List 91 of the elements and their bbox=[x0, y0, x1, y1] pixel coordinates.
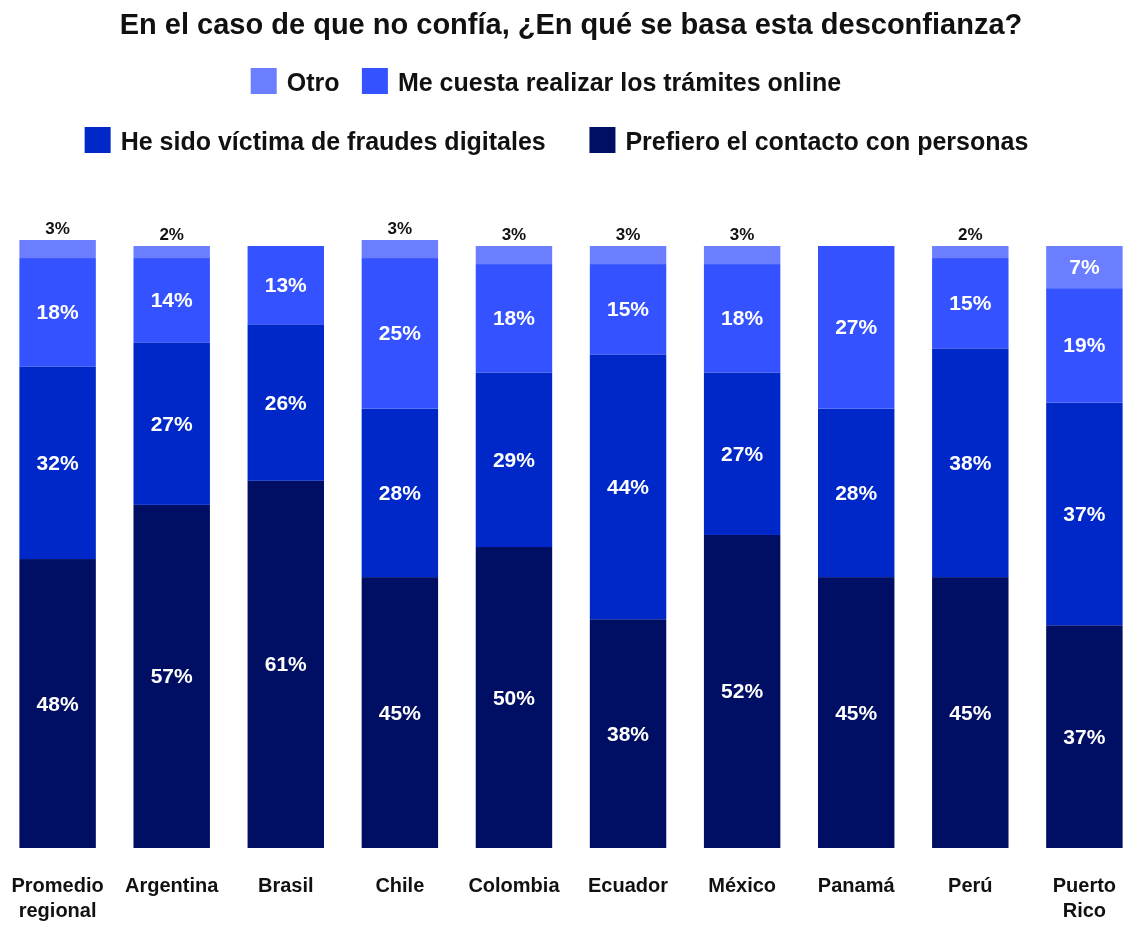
data-label: 18% bbox=[36, 300, 79, 324]
bar bbox=[1046, 402, 1123, 626]
bar bbox=[932, 246, 1009, 259]
x-tick-label: Puerto Rico bbox=[1052, 874, 1117, 921]
bar bbox=[361, 577, 439, 848]
bar bbox=[475, 372, 553, 548]
bar bbox=[247, 480, 324, 848]
bar bbox=[19, 258, 96, 367]
data-label: 13% bbox=[264, 273, 308, 297]
bar bbox=[818, 246, 895, 409]
data-label: 57% bbox=[150, 664, 194, 688]
bar bbox=[589, 246, 667, 265]
bar bbox=[589, 264, 667, 355]
data-label: 14% bbox=[150, 288, 194, 312]
x-tick-label: Panamá bbox=[817, 874, 896, 896]
data-label: 15% bbox=[607, 297, 650, 321]
x-tick-label: Promedio regional bbox=[11, 874, 104, 921]
x-tick-label: Perú bbox=[948, 874, 993, 896]
data-label: 3% bbox=[729, 225, 755, 245]
data-label: 19% bbox=[1063, 333, 1106, 357]
data-label: 38% bbox=[607, 721, 650, 745]
data-label: 45% bbox=[835, 700, 878, 724]
x-tick-label: México bbox=[708, 874, 777, 896]
data-label: 61% bbox=[264, 652, 308, 676]
data-label: 25% bbox=[378, 321, 422, 345]
data-label: 2% bbox=[159, 225, 184, 245]
bar bbox=[475, 264, 553, 373]
bar bbox=[133, 504, 210, 848]
data-label: 38% bbox=[949, 450, 992, 474]
bar bbox=[703, 372, 781, 535]
bar bbox=[1046, 625, 1123, 848]
bar bbox=[932, 577, 1009, 848]
bar bbox=[247, 324, 324, 481]
data-label: 28% bbox=[378, 480, 422, 504]
x-tick-label: Chile bbox=[375, 874, 425, 896]
bar bbox=[589, 354, 667, 620]
data-label: 7% bbox=[1069, 255, 1100, 279]
data-label: 26% bbox=[264, 390, 308, 414]
bar bbox=[361, 240, 439, 259]
data-label: 18% bbox=[721, 306, 764, 330]
bar bbox=[361, 258, 439, 409]
data-label: 15% bbox=[949, 291, 992, 315]
bar bbox=[19, 240, 96, 259]
data-label: 29% bbox=[492, 447, 536, 471]
bar bbox=[247, 246, 324, 325]
data-label: 3% bbox=[387, 219, 413, 238]
bar bbox=[475, 547, 553, 848]
data-label: 48% bbox=[36, 691, 79, 715]
bar bbox=[818, 577, 895, 848]
data-label: 32% bbox=[36, 450, 79, 474]
data-label: 44% bbox=[607, 474, 650, 498]
x-tick-label: Ecuador bbox=[588, 874, 669, 896]
bar bbox=[1046, 246, 1123, 289]
bar bbox=[932, 258, 1009, 349]
bar bbox=[818, 408, 895, 578]
x-tick-label: Colombia bbox=[468, 874, 561, 896]
legend-label: Prefiero el contacto con personas bbox=[625, 127, 1029, 155]
data-label: 37% bbox=[1063, 501, 1106, 525]
data-label: 28% bbox=[835, 480, 878, 504]
bar bbox=[475, 246, 553, 265]
bar bbox=[703, 246, 781, 265]
data-label: 18% bbox=[492, 306, 536, 330]
legend-label: Me cuesta realizar los trámites online bbox=[397, 68, 842, 96]
bar bbox=[361, 408, 439, 578]
data-label: 37% bbox=[1063, 724, 1106, 748]
bar bbox=[133, 246, 210, 259]
bar bbox=[19, 559, 96, 848]
bar bbox=[932, 348, 1009, 578]
chart-title: En el caso de que no confía, ¿En qué se basa esta desconfianza? bbox=[119, 8, 1023, 40]
bar bbox=[589, 619, 667, 848]
data-label: 3% bbox=[615, 225, 641, 245]
bar bbox=[133, 342, 210, 505]
data-label: 50% bbox=[492, 685, 536, 709]
legend-label: He sido víctima de fraudes digitales bbox=[120, 127, 546, 155]
bar bbox=[133, 258, 210, 343]
data-label: 3% bbox=[45, 219, 70, 238]
data-label: 52% bbox=[721, 679, 764, 703]
bar bbox=[1046, 288, 1123, 403]
data-label: 45% bbox=[949, 700, 992, 724]
bar bbox=[703, 264, 781, 373]
bar bbox=[19, 366, 96, 560]
data-label: 45% bbox=[378, 700, 422, 724]
x-tick-label: Brasil bbox=[257, 874, 314, 896]
bar bbox=[703, 534, 781, 848]
data-label: 3% bbox=[501, 225, 527, 245]
x-tick-label: Argentina bbox=[125, 874, 220, 896]
data-label: 2% bbox=[958, 225, 983, 245]
data-label: 27% bbox=[835, 315, 878, 339]
data-label: 27% bbox=[721, 441, 764, 465]
legend-label: Otro bbox=[286, 68, 340, 96]
data-label: 27% bbox=[150, 411, 194, 435]
